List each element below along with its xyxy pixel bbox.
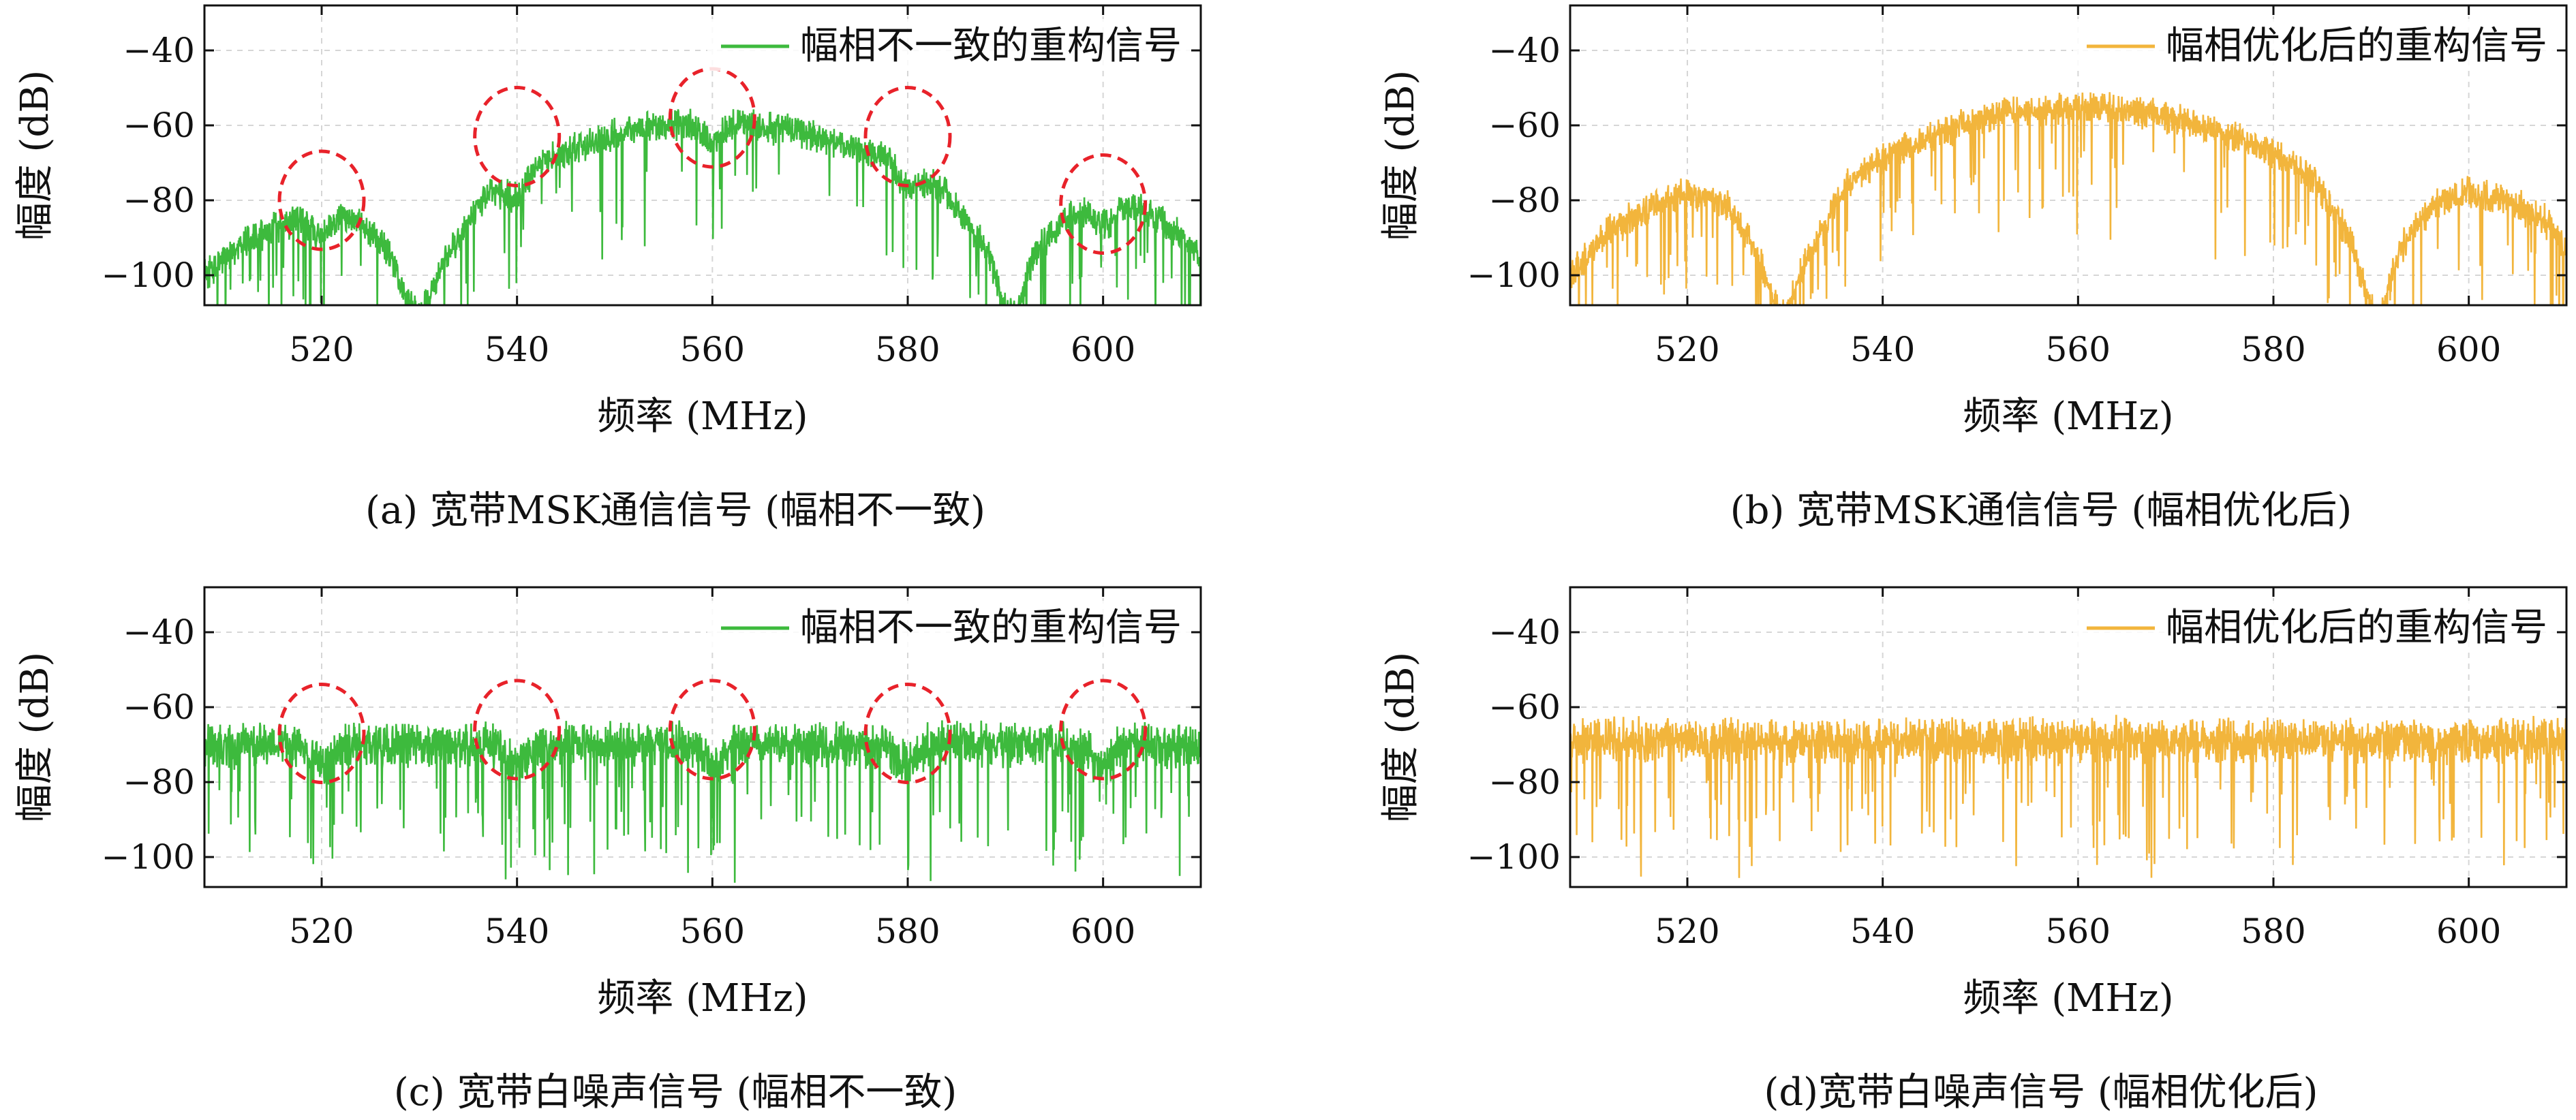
y-tick-label: −60 <box>1488 106 1561 145</box>
x-tick-label: 580 <box>2241 912 2305 951</box>
x-tick-label: 520 <box>289 330 354 369</box>
data-series-line <box>204 108 1201 305</box>
legend-label: 幅相不一致的重构信号 <box>800 606 1182 650</box>
y-tick-label: −40 <box>1488 612 1561 652</box>
chart-panel-a: 520 540 560 580 600 −40 −60 −80 −100 频率 (MHz) 幅度 (… <box>13 4 1202 533</box>
y-tick-label: −100 <box>1467 255 1561 295</box>
y-tick-label: −40 <box>1488 31 1561 70</box>
y-tick-label: −80 <box>123 762 195 802</box>
x-tick-label: 600 <box>1071 330 1135 369</box>
x-axis-label: 频率 (MHz) <box>1963 976 2173 1021</box>
subfigure-caption: (a) 宽带MSK通信信号 (幅相不一致) <box>365 488 985 533</box>
x-tick-label: 580 <box>2241 330 2305 369</box>
annotation-circle <box>473 679 562 781</box>
plot-frame <box>1569 4 2568 307</box>
y-tick-label: −80 <box>1488 762 1561 802</box>
y-tick-label: −60 <box>123 687 195 727</box>
subfigure-caption: (d)宽带白噪声信号 (幅相优化后) <box>1764 1070 2318 1115</box>
y-tick-label: −60 <box>123 106 195 145</box>
y-tick-label: −40 <box>123 31 195 70</box>
data-series-line <box>1570 715 2566 878</box>
x-axis-label: 频率 (MHz) <box>1963 394 2173 439</box>
y-tick-label: −40 <box>123 612 195 652</box>
y-tick-label: −60 <box>1488 687 1561 727</box>
annotation-circle <box>1059 153 1148 255</box>
y-tick-label: −100 <box>102 837 195 877</box>
annotation-circle <box>863 86 952 187</box>
annotation-circle <box>277 683 366 784</box>
x-tick-label: 600 <box>2436 912 2501 951</box>
plot-frame <box>1569 586 2568 888</box>
x-tick-label: 560 <box>680 330 745 369</box>
legend-label: 幅相优化后的重构信号 <box>2166 24 2547 68</box>
x-tick-label: 520 <box>1655 912 1719 951</box>
annotation-circle <box>1059 679 1148 781</box>
x-tick-label: 520 <box>289 912 354 951</box>
x-tick-label: 580 <box>875 912 940 951</box>
y-tick-label: −80 <box>1488 181 1561 220</box>
x-tick-label: 560 <box>2046 912 2111 951</box>
y-tick-label: −100 <box>1467 837 1561 877</box>
data-series-line <box>204 720 1201 883</box>
x-tick-label: 580 <box>875 330 940 369</box>
annotation-circle <box>473 86 562 187</box>
y-tick-label: −80 <box>123 181 195 220</box>
x-tick-label: 540 <box>1850 912 1915 951</box>
x-tick-label: 540 <box>1850 330 1915 369</box>
y-axis-label: 幅度 (dB) <box>1379 70 1423 241</box>
y-axis-label: 幅度 (dB) <box>13 652 57 823</box>
chart-panel-d: 520 540 560 580 600 −40 −60 −80 −100 频率 (MHz) 幅度 (… <box>1379 586 2568 1115</box>
y-axis-label: 幅度 (dB) <box>13 70 57 241</box>
chart-panel-c: 520 540 560 580 600 −40 −60 −80 −100 频率 (MHz) 幅度 (… <box>13 586 1202 1115</box>
x-tick-label: 540 <box>485 912 549 951</box>
legend-label: 幅相优化后的重构信号 <box>2166 606 2547 650</box>
x-tick-label: 560 <box>2046 330 2111 369</box>
subfigure-caption: (c) 宽带白噪声信号 (幅相不一致) <box>394 1070 957 1115</box>
y-tick-label: −100 <box>102 255 195 295</box>
x-tick-label: 520 <box>1655 330 1719 369</box>
chart-panel-b: 520 540 560 580 600 −40 −60 −80 −100 频率 (MHz) 幅度 (… <box>1379 4 2568 533</box>
annotation-circle <box>668 679 756 781</box>
x-tick-label: 600 <box>2436 330 2501 369</box>
x-tick-label: 540 <box>485 330 549 369</box>
plot-frame <box>203 4 1202 307</box>
x-axis-label: 频率 (MHz) <box>597 394 808 439</box>
annotation-circle <box>277 149 366 251</box>
x-tick-label: 600 <box>1071 912 1135 951</box>
data-series-line <box>1570 92 2566 305</box>
plot-frame <box>203 586 1202 888</box>
x-tick-label: 560 <box>680 912 745 951</box>
x-axis-label: 频率 (MHz) <box>597 976 808 1021</box>
annotation-circle <box>863 683 952 784</box>
legend-label: 幅相不一致的重构信号 <box>800 24 1182 68</box>
subfigure-caption: (b) 宽带MSK通信信号 (幅相优化后) <box>1730 488 2352 533</box>
y-axis-label: 幅度 (dB) <box>1379 652 1423 823</box>
